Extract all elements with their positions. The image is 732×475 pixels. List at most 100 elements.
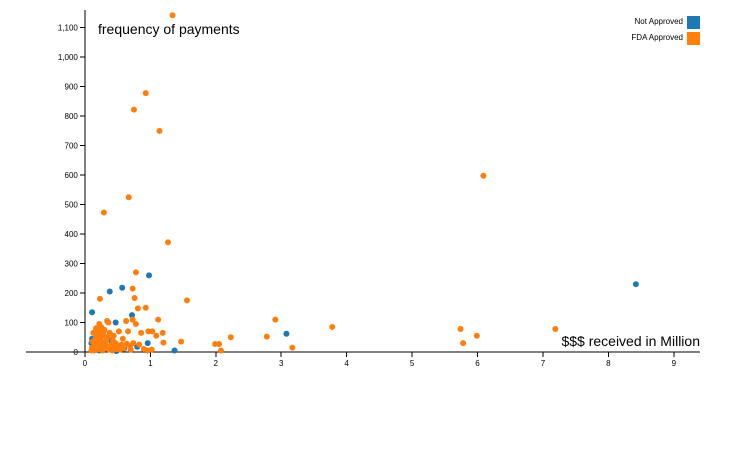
y-tick: 800 — [65, 112, 85, 121]
data-point — [145, 328, 152, 335]
x-tick: 1 — [148, 352, 153, 368]
data-point — [263, 333, 270, 340]
y-tick: 700 — [65, 142, 85, 151]
data-point — [93, 325, 100, 332]
x-tick-label: 0 — [83, 359, 88, 368]
data-point — [329, 323, 336, 330]
data-point — [120, 345, 127, 352]
data-point — [289, 344, 296, 351]
y-tick-label: 1,000 — [58, 53, 79, 62]
data-point — [129, 312, 136, 319]
y-tick: 300 — [65, 260, 85, 269]
x-axis: 0 1 2 3 4 5 6 7 8 9 — [26, 351, 700, 368]
x-tick: 5 — [410, 352, 415, 368]
x-tick-label: 8 — [606, 359, 611, 368]
data-point — [127, 346, 134, 353]
y-tick: 400 — [65, 230, 85, 239]
data-point — [136, 341, 143, 348]
chart-title: frequency of payments — [98, 21, 240, 37]
x-tick: 2 — [214, 352, 219, 368]
legend-item[interactable]: FDA Approved — [631, 32, 700, 45]
data-point — [171, 347, 178, 354]
data-point — [125, 328, 132, 335]
y-tick: 100 — [65, 319, 85, 328]
data-point — [142, 90, 149, 97]
x-tick-label: 6 — [475, 359, 480, 368]
data-points — [88, 12, 639, 355]
data-point — [96, 295, 103, 302]
data-point — [131, 295, 138, 302]
data-point — [272, 316, 279, 323]
y-tick-label: 400 — [65, 230, 79, 239]
data-point — [123, 318, 130, 325]
data-point — [125, 194, 132, 201]
x-tick: 7 — [541, 352, 546, 368]
data-point — [88, 347, 95, 354]
data-point — [96, 320, 103, 327]
data-point — [457, 326, 464, 333]
data-point — [130, 340, 137, 347]
x-tick: 3 — [279, 352, 284, 368]
data-point — [183, 297, 190, 304]
y-tick-label: 800 — [65, 112, 79, 121]
x-tick-label: 5 — [410, 359, 415, 368]
y-tick: 1,100 — [58, 24, 85, 33]
data-point — [153, 332, 160, 339]
data-point — [460, 340, 467, 347]
data-point — [212, 341, 219, 348]
data-point — [473, 332, 480, 339]
data-point — [227, 334, 234, 341]
x-tick: 8 — [606, 352, 611, 368]
data-point — [119, 284, 126, 291]
x-tick-label: 9 — [672, 359, 677, 368]
legend[interactable]: Not Approved FDA Approved — [631, 16, 700, 45]
data-point — [138, 329, 145, 336]
legend-label: FDA Approved — [631, 33, 683, 42]
data-point — [129, 285, 136, 292]
data-point — [169, 12, 176, 19]
x-axis-label: $$$ received in Million — [561, 333, 700, 349]
data-point — [112, 319, 119, 326]
data-point — [106, 288, 113, 295]
y-tick: 1,000 — [58, 53, 85, 62]
y-tick: 600 — [65, 171, 85, 180]
legend-item[interactable]: Not Approved — [635, 16, 700, 29]
data-point — [104, 334, 111, 341]
data-point — [104, 318, 111, 325]
data-point — [89, 309, 96, 316]
data-point — [90, 329, 97, 336]
x-tick-label: 4 — [344, 359, 349, 368]
legend-swatch — [687, 16, 700, 29]
data-point — [129, 316, 136, 323]
data-point — [164, 239, 171, 246]
y-tick-label: 200 — [65, 289, 79, 298]
x-tick: 0 — [83, 352, 88, 368]
data-point — [144, 340, 151, 347]
data-point — [100, 329, 107, 336]
data-point — [160, 339, 167, 346]
x-tick: 4 — [344, 352, 349, 368]
data-point — [632, 281, 639, 288]
data-point — [146, 272, 153, 279]
y-tick-label: 300 — [65, 260, 79, 269]
data-point — [480, 172, 487, 179]
x-tick-label: 2 — [214, 359, 219, 368]
data-point — [142, 304, 149, 311]
data-point — [130, 106, 137, 113]
legend-label: Not Approved — [635, 17, 683, 26]
data-point — [218, 347, 225, 354]
data-point — [159, 329, 166, 336]
y-tick-label: 600 — [65, 171, 79, 180]
data-point — [100, 209, 107, 216]
data-point — [97, 337, 104, 344]
x-tick-label: 7 — [541, 359, 546, 368]
x-tick-label: 1 — [148, 359, 153, 368]
x-tick: 9 — [672, 352, 677, 368]
data-point — [156, 127, 163, 134]
y-tick-label: 500 — [65, 201, 79, 210]
data-point — [119, 335, 126, 342]
data-point — [115, 328, 122, 335]
x-tick-label: 3 — [279, 359, 284, 368]
legend-swatch — [687, 32, 700, 45]
